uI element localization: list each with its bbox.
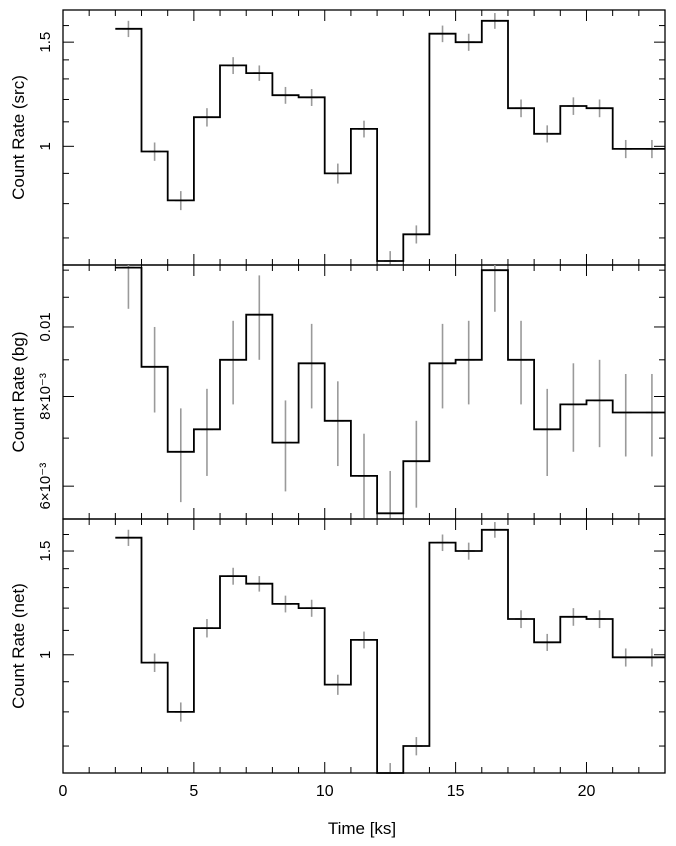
step-line-net (115, 528, 665, 774)
plot-frame-src (62, 9, 666, 266)
x-tick-label: 15 (447, 783, 465, 800)
y-tick-label: 1 (37, 142, 54, 150)
panel-bg: 6×10⁻³ 8×10⁻³ 0.01 Count Rate (bg) (9, 264, 666, 520)
panel-src: 1 1.5 Count Rate (src) (9, 9, 666, 266)
x-tick-label: 0 (59, 783, 68, 800)
y-tick-label: 8×10⁻³ (37, 373, 54, 420)
x-tick-label: 10 (316, 783, 334, 800)
x-axis-label: Time [ks] (328, 819, 396, 838)
y-axis-label-net: Count Rate (net) (9, 583, 28, 709)
panel-net: 0 5 10 15 20 1 1.5 Count Rate (net) (9, 518, 666, 800)
plot-frame-net (62, 518, 666, 774)
y-tick-label: 6×10⁻³ (37, 463, 54, 510)
x-tick-label: 5 (189, 783, 198, 800)
step-line-bg (115, 266, 665, 515)
y-axis-label-src: Count Rate (src) (9, 75, 28, 200)
y-tick-label: 1.5 (37, 541, 54, 562)
y-axis-label-bg: Count Rate (bg) (9, 332, 28, 453)
y-tick-label: 0.01 (37, 312, 54, 341)
y-tick-label: 1.5 (37, 32, 54, 53)
step-line-src (115, 19, 665, 262)
x-tick-label: 20 (578, 783, 596, 800)
y-tick-label: 1 (37, 651, 54, 659)
